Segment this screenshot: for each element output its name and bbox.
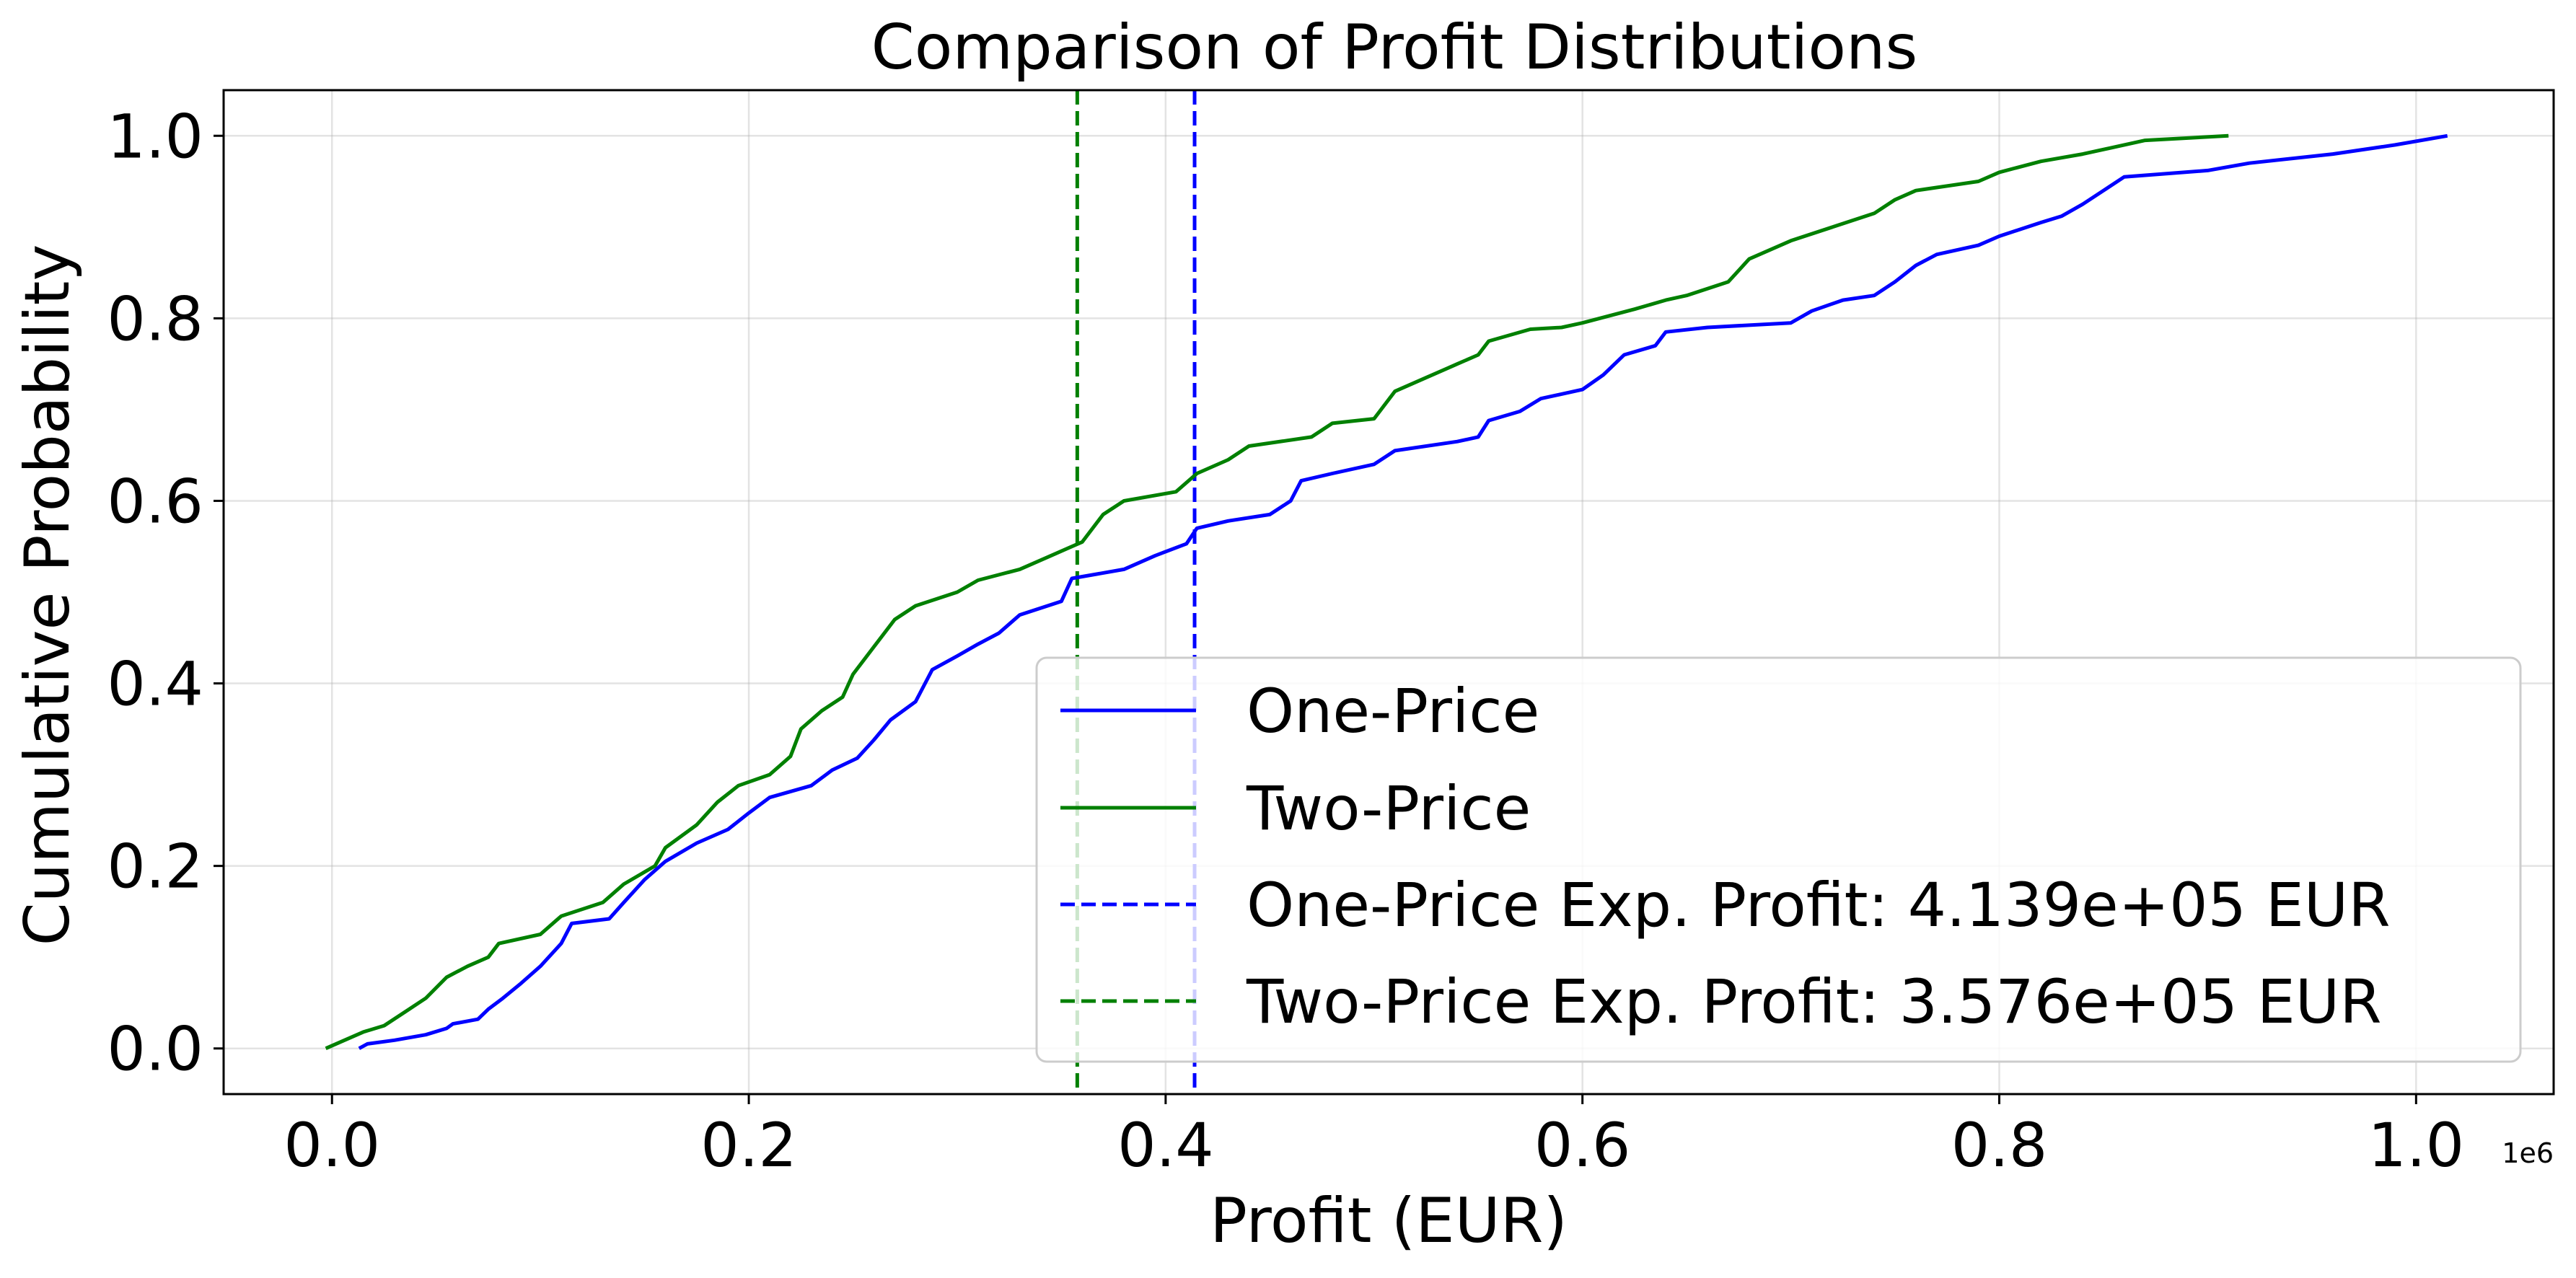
chart-title: Comparison of Profit Distributions [871,12,1918,84]
y-tick-label-2: 0.4 [107,649,203,720]
series-lines [325,133,2448,1050]
x-tick-label-1: 0.2 [700,1110,797,1181]
y-tick-label-0: 0.0 [107,1014,203,1085]
x-tick-label-5: 1.0 [2368,1110,2465,1181]
x-axis-offset-label: 1e6 [2502,1137,2554,1169]
y-tick-label-1: 0.2 [107,832,203,902]
y-tick-label-3: 0.6 [107,466,203,537]
y-axis: 0.0 0.2 0.4 0.6 0.8 1.0 [107,101,224,1085]
axes-frame [222,89,2555,1096]
legend: One-Price Two-Price One-Price Exp. Profit:… [1035,656,2522,1063]
x-tick-label-2: 0.4 [1117,1110,1214,1181]
x-tick-label-0: 0.0 [283,1110,380,1181]
series-line-one-price [358,133,2448,1050]
x-axis-label: Profit (EUR) [1210,1185,1568,1257]
legend-box [1035,656,2522,1063]
y-tick-label-5: 1.0 [107,101,203,172]
x-axis: 0.0 0.2 0.4 0.6 0.8 1.0 [283,1094,2464,1181]
x-tick-label-3: 0.6 [1534,1110,1631,1181]
legend-label-2: One-Price Exp. Profit: 4.139e+05 EUR [1247,870,2391,940]
y-tick-label-4: 0.8 [107,283,203,354]
legend-label-3: Two-Price Exp. Profit: 3.576e+05 EUR [1246,966,2382,1037]
legend-label-0: One-Price [1247,676,1539,746]
x-tick-label-4: 0.8 [1951,1110,2048,1181]
series-line-two-price [325,133,2229,1050]
legend-label-1: Two-Price [1246,773,1531,844]
y-axis-label: Cumulative Probability [12,244,84,946]
